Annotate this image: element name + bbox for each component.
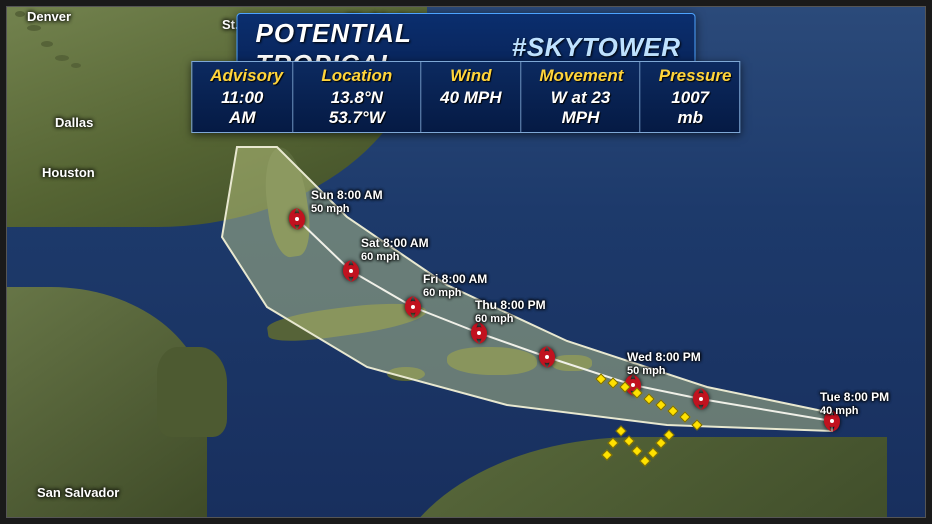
data-col-value: 40 MPH [439, 88, 502, 108]
city-label-sansalvador: San Salvador [37, 485, 119, 500]
weather-graphic-frame: DenverSt. LouisWashingtonDallasHoustonSa… [6, 6, 926, 518]
warning-marker [655, 399, 666, 410]
data-col-value: W at 23 MPH [539, 88, 621, 128]
data-col-location: Location13.8°N 53.7°W [292, 62, 420, 132]
land-hispaniola [447, 347, 537, 375]
data-col-movement: MovementW at 23 MPH [520, 62, 639, 132]
data-col-value: 11:00 AM [210, 88, 274, 128]
city-label-denver: Denver [27, 9, 71, 24]
track-point-3 [534, 344, 560, 370]
warning-marker [679, 411, 690, 422]
track-point-label-2: Wed 8:00 PM50 mph [627, 351, 701, 377]
city-label-dallas: Dallas [55, 115, 93, 130]
track-point-7 [284, 206, 310, 232]
track-point-label-5: Fri 8:00 AM60 mph [423, 273, 487, 299]
data-col-header: Movement [539, 66, 621, 86]
warning-marker [595, 373, 606, 384]
brand-text: SKYTOWER [527, 32, 681, 62]
data-col-header: Advisory [210, 66, 274, 86]
brand-hash: # [512, 32, 527, 62]
track-point-label-7: Sun 8:00 AM50 mph [311, 189, 383, 215]
data-col-header: Wind [439, 66, 502, 86]
warning-marker [607, 377, 618, 388]
data-col-header: Pressure [659, 66, 722, 86]
warning-marker [615, 425, 626, 436]
track-point-label-0: Tue 8:00 PM40 mph [820, 391, 889, 417]
land-jamaica [387, 367, 425, 381]
data-col-wind: Wind40 MPH [420, 62, 520, 132]
data-col-value: 1007 mb [659, 88, 722, 128]
city-label-houston: Houston [42, 165, 95, 180]
storm-data-table: Advisory11:00 AMLocation13.8°N 53.7°WWin… [191, 61, 740, 133]
data-col-header: Location [311, 66, 402, 86]
track-point-label-6: Sat 8:00 AM60 mph [361, 237, 429, 263]
warning-marker [667, 405, 678, 416]
land-yucatan [157, 347, 227, 437]
map-background: DenverSt. LouisWashingtonDallasHoustonSa… [7, 7, 925, 517]
warning-marker [691, 419, 702, 430]
track-point-1 [688, 386, 714, 412]
track-point-label-4: Thu 8:00 PM60 mph [475, 299, 546, 325]
data-col-value: 13.8°N 53.7°W [311, 88, 402, 128]
data-col-advisory: Advisory11:00 AM [192, 62, 292, 132]
data-col-pressure: Pressure1007 mb [640, 62, 740, 132]
